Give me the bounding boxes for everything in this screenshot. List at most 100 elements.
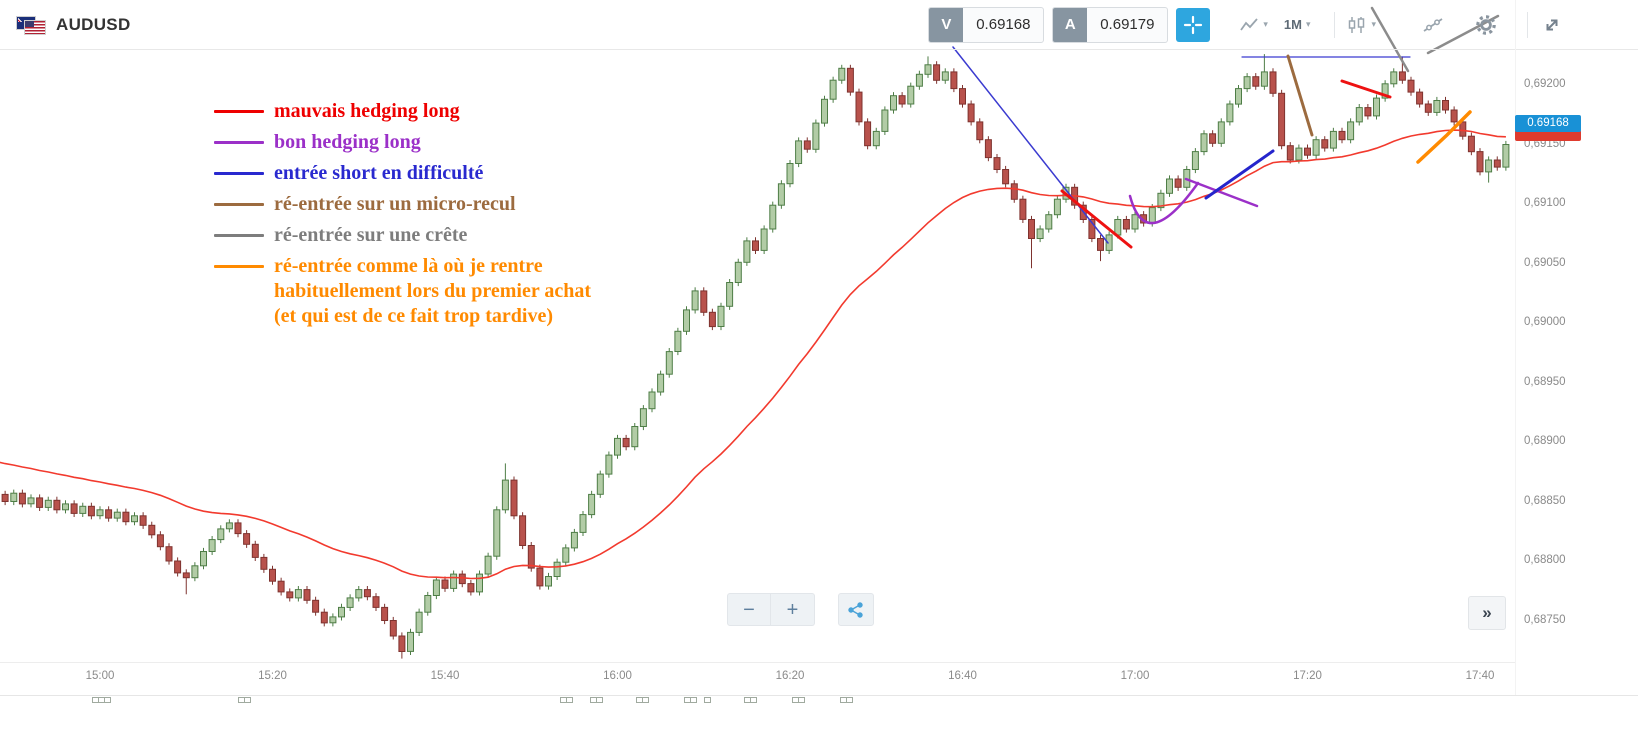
time-axis-label: 15:20 <box>258 670 287 682</box>
collapsed-candle-mark <box>642 697 649 703</box>
share-icon <box>848 601 863 618</box>
legend-item[interactable]: bon hedging long <box>214 130 591 155</box>
crest-line-2[interactable] <box>1426 14 1500 55</box>
candle <box>570 531 578 549</box>
candle <box>976 121 984 141</box>
candle <box>855 91 863 123</box>
price-axis[interactable]: 0,69200 0,69150 0,69100 0,69050 0,69000 0,689… <box>1515 0 1638 695</box>
candle <box>898 95 906 105</box>
late-entry-line[interactable] <box>1416 110 1472 164</box>
settings-button[interactable] <box>1473 12 1499 38</box>
candle <box>182 572 190 579</box>
bad-hedge-long-2[interactable] <box>1340 79 1392 99</box>
candle <box>105 509 113 519</box>
chart-type-icon <box>1240 17 1259 31</box>
legend-item[interactable]: entrée short en difficulté <box>214 161 591 186</box>
candle <box>87 505 95 517</box>
symbol-title: AUDUSD <box>56 14 131 34</box>
price-axis-label: 0,68750 <box>1524 613 1566 626</box>
candle <box>1459 121 1467 137</box>
legend-item[interactable]: ré-entrée comme là où je rentre habituell… <box>214 254 591 329</box>
candle <box>562 547 570 563</box>
sell-price-button[interactable]: V 0.69168 <box>928 6 1045 43</box>
settings-gear-icon <box>1476 14 1496 35</box>
candle <box>777 183 785 206</box>
candle <box>1338 130 1346 141</box>
legend-item[interactable]: ré-entrée sur un micro-recul <box>214 192 591 217</box>
time-axis-label: 17:40 <box>1465 670 1495 682</box>
candle <box>717 305 725 327</box>
candle <box>700 290 708 313</box>
candle <box>225 522 233 530</box>
candle <box>743 240 751 263</box>
candle <box>148 524 156 536</box>
time-axis[interactable]: 15:00 15:20 15:40 16:00 16:20 16:40 17:00 17:20… <box>0 662 1515 696</box>
short-difficulty-line[interactable] <box>1204 149 1275 200</box>
candle <box>545 576 552 587</box>
legend-item[interactable]: ré-entrée sur une crête <box>214 223 591 248</box>
candle <box>950 71 958 90</box>
symbol-area: AUDUSD <box>16 15 131 35</box>
candle <box>769 204 777 230</box>
candle <box>1105 234 1113 251</box>
candle <box>726 282 734 307</box>
candle <box>1226 103 1234 123</box>
fullscreen-icon <box>1546 19 1558 30</box>
candle <box>1467 135 1475 153</box>
candle <box>1450 109 1458 123</box>
share-button[interactable] <box>838 593 874 626</box>
zoom-out-button[interactable]: − <box>727 593 771 626</box>
good-hedge-line[interactable] <box>1184 177 1259 208</box>
bad-hedge-long-1[interactable] <box>1060 189 1133 249</box>
candle <box>967 103 975 123</box>
candle <box>1036 228 1044 239</box>
collapsed-candle-mark <box>566 697 573 703</box>
crosshair-button[interactable] <box>1176 7 1211 42</box>
candle <box>1286 145 1294 161</box>
bottom-panel-strip[interactable] <box>0 695 1638 732</box>
candle <box>1166 178 1173 194</box>
buy-label: A <box>1053 7 1088 42</box>
legend-line-sample <box>214 110 264 113</box>
candle <box>1304 147 1311 156</box>
indicators-button[interactable] <box>1422 15 1445 35</box>
candle <box>208 539 216 552</box>
legend-line-sample <box>214 141 264 144</box>
timeframe-selector[interactable]: 1M ▾ <box>1284 17 1311 32</box>
expand-panel-button[interactable]: » <box>1468 596 1506 630</box>
price-axis-label: 0,69000 <box>1524 316 1566 328</box>
fullscreen-button[interactable] <box>1540 13 1564 37</box>
candle <box>1260 71 1268 87</box>
chart-type-selector[interactable]: ▾ <box>1240 17 1268 33</box>
candle <box>1329 130 1337 149</box>
candle <box>639 408 647 428</box>
legend-item[interactable]: mauvais hedging long <box>214 99 591 124</box>
candle <box>605 454 613 475</box>
legend-text: ré-entrée sur une crête <box>274 224 468 246</box>
crest-line-1[interactable] <box>1370 6 1410 73</box>
micro-pullback-line[interactable] <box>1286 54 1314 137</box>
chevron-down-icon: ▾ <box>1263 19 1268 29</box>
short-entry-trendline[interactable] <box>952 46 1109 244</box>
collapsed-candle-mark <box>104 697 111 703</box>
annotations-layer[interactable] <box>952 6 1500 249</box>
buy-price-button[interactable]: A 0.69179 <box>1052 6 1169 43</box>
candle-style-selector[interactable]: ▾ <box>1347 16 1376 34</box>
collapsed-candle-mark <box>690 697 697 703</box>
candle <box>674 330 682 352</box>
zoom-in-button[interactable]: + <box>771 593 815 626</box>
collapsed-candle-mark <box>596 697 603 703</box>
good-hedge-curve[interactable] <box>1128 181 1200 225</box>
candle <box>1252 76 1260 87</box>
candle <box>450 573 458 589</box>
legend-text: entrée short en difficulté <box>274 162 484 184</box>
candle <box>1235 88 1242 105</box>
candle <box>588 493 596 516</box>
candle <box>984 139 992 159</box>
candle <box>113 511 121 519</box>
price-axis-label: 0,68850 <box>1524 494 1566 507</box>
candle <box>915 73 923 87</box>
candle <box>1364 107 1372 117</box>
legend-line-sample <box>214 265 264 268</box>
